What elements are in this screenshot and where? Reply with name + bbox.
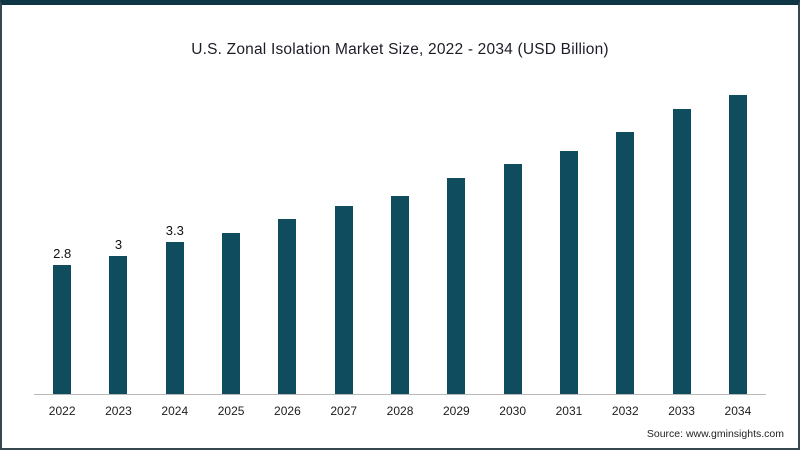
bar-value-label: 3: [114, 237, 123, 252]
bar-column: [259, 77, 315, 394]
bar-2027: [334, 206, 353, 394]
x-tick-label: 2031: [555, 404, 583, 418]
x-tick-label: 2022: [48, 404, 76, 418]
bar-column: [710, 77, 766, 394]
bar-2031: [559, 151, 578, 394]
x-tick-label: 2033: [668, 404, 695, 418]
x-tick-label: 2030: [499, 404, 526, 418]
bar-column: [372, 77, 428, 394]
bar-column: [428, 77, 484, 394]
bar-2034: [728, 95, 747, 394]
x-tick-label: 2027: [330, 404, 358, 418]
bar-value-label: 2.8: [53, 246, 72, 261]
x-tick-label: 2034: [724, 404, 752, 418]
source-attribution: Source: www.gminsights.com: [646, 428, 784, 440]
plot-area: 2.8 3 3.3: [34, 77, 766, 395]
x-tick-label: 2023: [105, 404, 132, 418]
x-tick-label: 2029: [442, 404, 470, 418]
bar-chart: 2.8 3 3.3 2022 2023 2024 2025 2026 2027 2028 2029…: [34, 77, 766, 418]
x-axis-labels: 2022 2023 2024 2025 2026 2027 2028 2029 2030 2031…: [34, 404, 766, 418]
bar-2023: [109, 256, 128, 394]
bar-2022: [53, 265, 72, 394]
bar-column: 3.3: [147, 77, 203, 394]
x-tick-label: 2028: [386, 404, 414, 418]
bar-2032: [616, 132, 635, 394]
bar-column: 3: [90, 77, 146, 394]
x-tick-label: 2024: [161, 404, 189, 418]
bar-2025: [222, 233, 241, 394]
x-tick-label: 2032: [611, 404, 639, 418]
x-tick-label: 2026: [274, 404, 301, 418]
bar-column: [541, 77, 597, 394]
chart-title: U.S. Zonal Isolation Market Size, 2022 -…: [191, 41, 609, 58]
bar-2024: [165, 242, 184, 394]
bar-value-label: 3.3: [165, 223, 184, 238]
bar-column: [203, 77, 259, 394]
x-tick-label: 2025: [217, 404, 245, 418]
bar-column: [653, 77, 709, 394]
bar-column: [485, 77, 541, 394]
bar-2033: [672, 109, 691, 394]
bar-2029: [447, 178, 466, 394]
bar-2030: [503, 164, 522, 394]
bar-column: 2.8: [34, 77, 90, 394]
bar-2026: [278, 219, 297, 394]
bar-column: [316, 77, 372, 394]
bar-column: [597, 77, 653, 394]
bar-2028: [391, 196, 410, 394]
